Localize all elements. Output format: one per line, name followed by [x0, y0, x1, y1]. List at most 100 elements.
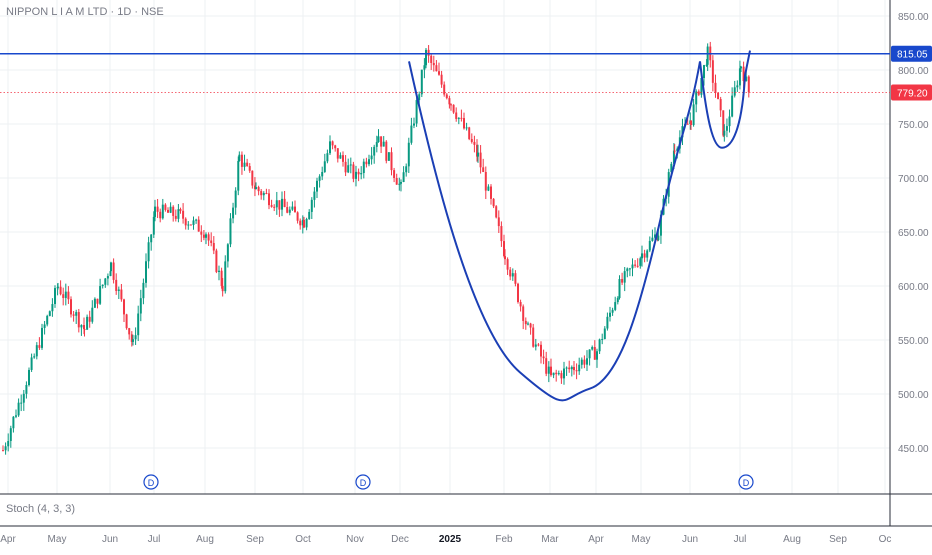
- candle-body: [179, 209, 182, 211]
- candle-body: [142, 282, 145, 299]
- candle-body: [347, 165, 350, 173]
- candle-body: [643, 253, 646, 258]
- candle-body: [511, 273, 514, 277]
- price-tick-label: 700.00: [898, 174, 929, 185]
- candle-body: [479, 152, 482, 168]
- candle-body: [20, 402, 23, 404]
- time-tick-label: Oct: [295, 534, 311, 545]
- candle-body: [593, 347, 596, 360]
- candle-body: [120, 289, 123, 300]
- candle-body: [4, 446, 7, 451]
- candle-body: [517, 283, 519, 303]
- candle-body: [440, 74, 443, 85]
- candle-body: [375, 141, 378, 147]
- candle-body: [215, 250, 218, 272]
- price-tick-label: 800.00: [898, 66, 929, 77]
- candle-body: [423, 65, 426, 70]
- candle-body: [224, 261, 227, 292]
- candle-body: [733, 87, 736, 96]
- candle-body: [468, 127, 471, 140]
- candle-body: [497, 217, 500, 227]
- candle-body: [210, 240, 213, 243]
- candle-body: [278, 200, 281, 210]
- candle-body: [172, 206, 175, 216]
- candle-body: [205, 234, 207, 238]
- candle-body: [626, 268, 629, 272]
- stochastic-indicator-label[interactable]: Stoch (4, 3, 3): [6, 503, 76, 515]
- candle-body: [86, 316, 89, 330]
- candle-body: [373, 146, 376, 156]
- candle-body: [484, 172, 487, 191]
- candle-body: [503, 241, 505, 257]
- candle-body: [738, 68, 741, 86]
- candle-body: [670, 163, 673, 173]
- candle-body: [686, 123, 689, 125]
- candle-body: [164, 204, 167, 210]
- candle-body: [425, 49, 427, 66]
- candle-body: [355, 171, 357, 179]
- candle-body: [59, 286, 62, 295]
- candle-body: [184, 218, 187, 226]
- candle-body: [500, 226, 503, 242]
- candle-body: [552, 372, 555, 376]
- candle-body: [700, 78, 703, 95]
- candle-body: [15, 415, 17, 417]
- candle-body: [586, 358, 588, 365]
- candle-body: [742, 66, 745, 82]
- candle-body: [349, 164, 352, 166]
- candle-body: [281, 198, 283, 210]
- candle-body: [316, 180, 318, 192]
- candle-body: [457, 117, 460, 119]
- candle-body: [487, 186, 490, 191]
- candle-body: [537, 344, 540, 346]
- time-tick-label: Apr: [0, 534, 16, 545]
- candle-body: [174, 215, 177, 219]
- candle-body: [575, 370, 578, 372]
- candle-body: [385, 141, 388, 161]
- candle-body: [195, 219, 198, 221]
- candle-body: [365, 161, 368, 165]
- candle-body: [260, 191, 263, 196]
- candle-body: [560, 373, 563, 379]
- candle-body: [67, 291, 70, 300]
- candle-body: [305, 219, 308, 228]
- dividend-marker: [355, 474, 371, 490]
- candle-body: [57, 286, 59, 288]
- candle-body: [672, 150, 675, 164]
- candle-body: [477, 152, 479, 157]
- candle-body: [725, 126, 728, 131]
- candle-body: [550, 366, 552, 376]
- candle-body: [9, 428, 12, 442]
- candle-body: [601, 339, 604, 341]
- candle-body: [257, 187, 260, 192]
- candle-body: [427, 49, 430, 56]
- candle-body: [616, 298, 619, 303]
- candle-body: [169, 206, 172, 213]
- price-tick-label: 450.00: [898, 444, 929, 455]
- candle-body: [400, 182, 402, 184]
- candle-body: [291, 206, 294, 210]
- candle-body: [527, 323, 529, 325]
- candle-body: [321, 171, 324, 177]
- time-tick-label: Dec: [391, 534, 409, 545]
- time-tick-label: Mar: [541, 534, 559, 545]
- candle-body: [368, 159, 370, 165]
- candle-body: [722, 110, 725, 136]
- candle-body: [234, 190, 237, 208]
- time-tick-label: 2025: [439, 534, 462, 545]
- candle-body: [745, 76, 748, 82]
- candle-body: [246, 162, 249, 167]
- candle-body: [430, 55, 433, 63]
- candle-body: [83, 325, 85, 330]
- candle-body: [455, 112, 458, 119]
- candle-body: [17, 402, 20, 416]
- candle-body: [72, 314, 75, 316]
- candle-body: [329, 141, 331, 154]
- candle-body: [377, 136, 380, 142]
- candle-body: [70, 299, 72, 315]
- time-tick-label: Jun: [102, 534, 118, 545]
- candle-body: [482, 167, 485, 173]
- candle-body: [137, 313, 140, 336]
